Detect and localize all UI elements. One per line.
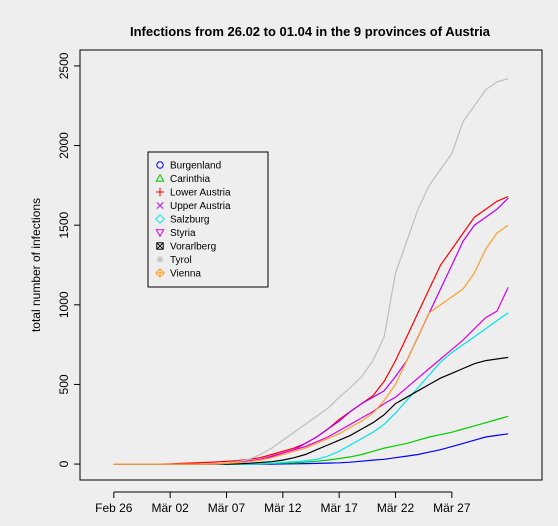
series-lines: [113, 78, 509, 465]
legend-marker: [156, 201, 164, 210]
legend-label: Styria: [170, 228, 196, 239]
x-tick-label: Mär 02: [151, 501, 189, 515]
legend-marker: [156, 242, 164, 250]
legend-label: Upper Austria: [170, 201, 231, 212]
y-axis-label: total number of infections: [29, 198, 43, 332]
y-tick-label: 0: [57, 460, 71, 467]
x-tick-label: Mär 07: [208, 501, 246, 515]
x-axis: Feb 26 Mär 02 Mär 07 Mär 12 Mär 17 Mär 22 Mär …: [95, 491, 471, 515]
legend-label: Burgenland: [170, 161, 221, 172]
y-tick-label: 1000: [57, 291, 71, 318]
chart-title: Infections from 26.02 to 01.04 in the 9 …: [130, 24, 491, 39]
y-tick-label: 1500: [57, 212, 71, 239]
legend: Burgenland Carinthia Lower Austria Upper Au…: [147, 151, 269, 288]
x-tick-label: Mär 17: [320, 501, 358, 515]
legend-label: Lower Austria: [170, 188, 231, 199]
x-tick-label: Mär 22: [377, 501, 415, 515]
legend-marker: [155, 229, 165, 238]
series-line-vienna: [113, 224, 509, 465]
y-tick-label: 2000: [57, 132, 71, 159]
legend-marker: [156, 161, 164, 169]
legend-box: [147, 151, 269, 288]
legend-item-lower-austria: Lower Austria: [155, 187, 231, 199]
y-axis: 0 500 1000 1500 2000 2500: [57, 52, 80, 467]
y-tick-label: 2500: [57, 52, 71, 79]
x-tick-label: Mär 12: [264, 501, 302, 515]
legend-item-carinthia: Carinthia: [155, 173, 210, 185]
legend-label: Vienna: [170, 269, 201, 280]
legend-marker: [155, 268, 165, 278]
legend-marker: [156, 242, 164, 250]
legend-marker: [156, 256, 164, 263]
legend-item-vorarlberg: Vorarlberg: [156, 242, 216, 253]
legend-marker: [155, 214, 165, 224]
legend-item-upper-austria: Upper Austria: [156, 201, 231, 212]
legend-label: Salzburg: [170, 215, 209, 226]
legend-marker: [155, 173, 165, 182]
legend-label: Carinthia: [170, 174, 210, 185]
legend-item-vienna: Vienna: [155, 268, 201, 280]
x-tick-label: Feb 26: [95, 501, 133, 515]
legend-label: Vorarlberg: [170, 242, 216, 253]
legend-item-salzburg: Salzburg: [155, 214, 209, 226]
legend-label: Tyrol: [170, 255, 192, 266]
legend-item-burgenland: Burgenland: [156, 161, 221, 172]
x-tick-label: Mär 27: [433, 501, 471, 515]
legend-item-styria: Styria: [155, 228, 196, 239]
legend-item-tyrol: Tyrol: [156, 255, 192, 266]
y-tick-label: 500: [57, 374, 71, 394]
legend-marker: [155, 187, 165, 197]
